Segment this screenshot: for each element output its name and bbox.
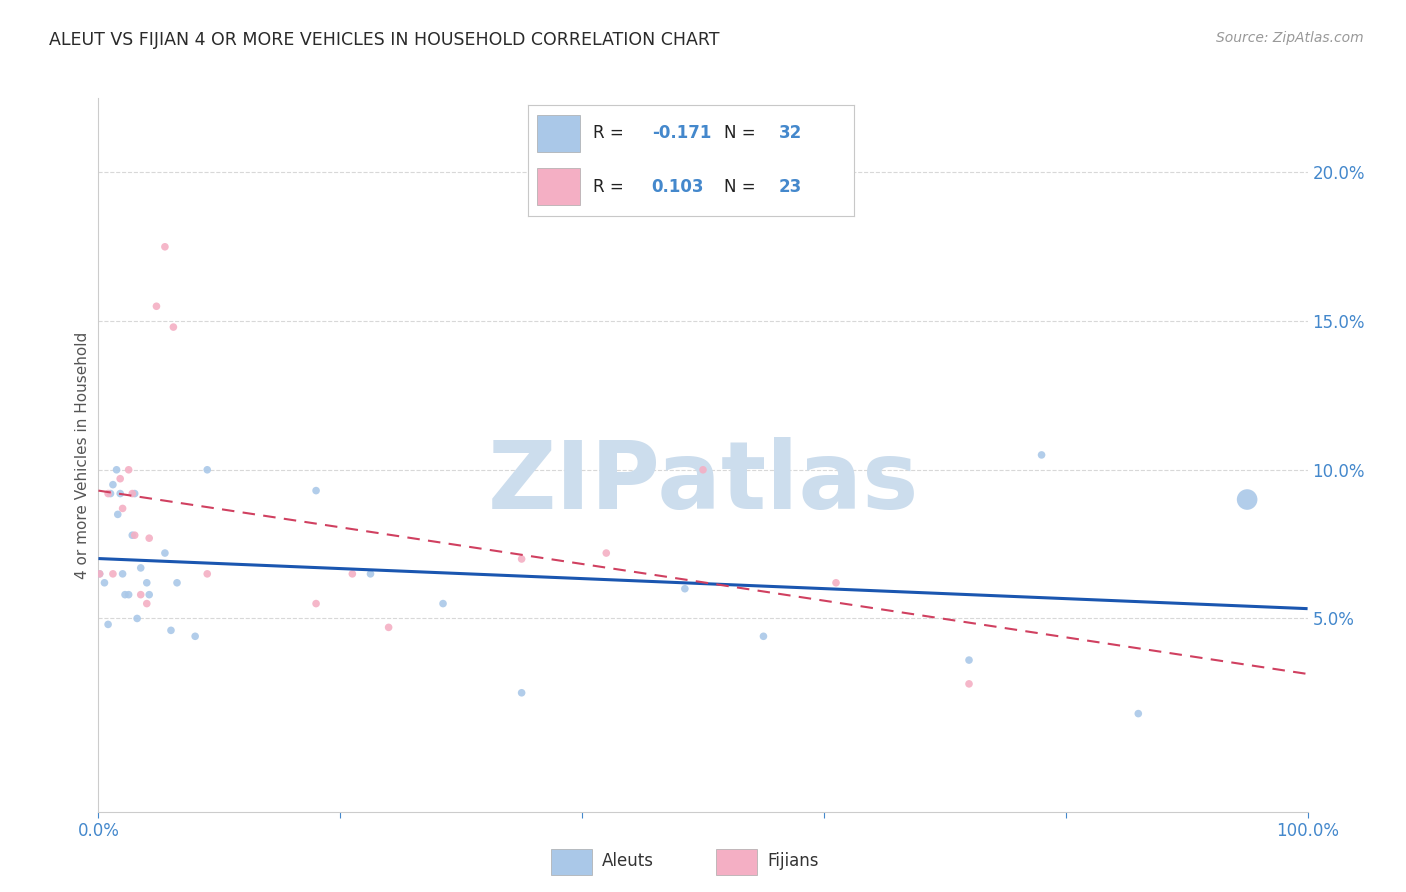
Point: [135, 597, 157, 611]
Point: [305, 483, 328, 498]
Point: [377, 620, 399, 634]
Point: [127, 611, 149, 625]
Point: [138, 588, 160, 602]
Point: [1236, 492, 1258, 507]
Text: Fijians: Fijians: [768, 852, 818, 871]
Point: [107, 508, 129, 522]
Point: [1128, 706, 1150, 721]
Point: [510, 552, 533, 566]
Point: [135, 575, 157, 590]
Bar: [717, 849, 756, 875]
Point: [957, 677, 980, 691]
Point: [184, 629, 207, 643]
Point: [108, 486, 131, 500]
Point: [89, 566, 111, 581]
Y-axis label: 4 or more Vehicles in Household: 4 or more Vehicles in Household: [75, 331, 90, 579]
Text: Aleuts: Aleuts: [602, 852, 654, 871]
Text: Source: ZipAtlas.com: Source: ZipAtlas.com: [1216, 31, 1364, 45]
Point: [153, 240, 176, 254]
Point: [360, 566, 382, 581]
Point: [89, 566, 111, 581]
Point: [97, 486, 120, 500]
Point: [101, 477, 124, 491]
Point: [145, 299, 167, 313]
Point: [114, 588, 136, 602]
Point: [673, 582, 696, 596]
Point: [121, 528, 143, 542]
Point: [138, 531, 160, 545]
Point: [111, 566, 134, 581]
Point: [195, 463, 218, 477]
Point: [692, 463, 714, 477]
Point: [129, 588, 152, 602]
Point: [105, 463, 128, 477]
Point: [825, 575, 848, 590]
Point: [162, 320, 184, 334]
Point: [108, 472, 131, 486]
Point: [595, 546, 617, 560]
Point: [93, 575, 115, 590]
Point: [510, 686, 533, 700]
Point: [166, 575, 188, 590]
Point: [153, 546, 176, 560]
Point: [101, 566, 124, 581]
Point: [129, 561, 152, 575]
Point: [121, 486, 143, 500]
Point: [342, 566, 364, 581]
Point: [752, 629, 775, 643]
Point: [118, 463, 141, 477]
Point: [957, 653, 980, 667]
Text: ALEUT VS FIJIAN 4 OR MORE VEHICLES IN HOUSEHOLD CORRELATION CHART: ALEUT VS FIJIAN 4 OR MORE VEHICLES IN HO…: [49, 31, 720, 49]
Point: [100, 486, 122, 500]
Point: [432, 597, 454, 611]
Bar: [551, 849, 592, 875]
Point: [160, 624, 183, 638]
Point: [111, 501, 134, 516]
Text: ZIPatlas: ZIPatlas: [488, 437, 918, 530]
Point: [97, 617, 120, 632]
Point: [124, 528, 146, 542]
Point: [124, 486, 146, 500]
Point: [195, 566, 218, 581]
Point: [1031, 448, 1053, 462]
Point: [118, 588, 141, 602]
Point: [305, 597, 328, 611]
